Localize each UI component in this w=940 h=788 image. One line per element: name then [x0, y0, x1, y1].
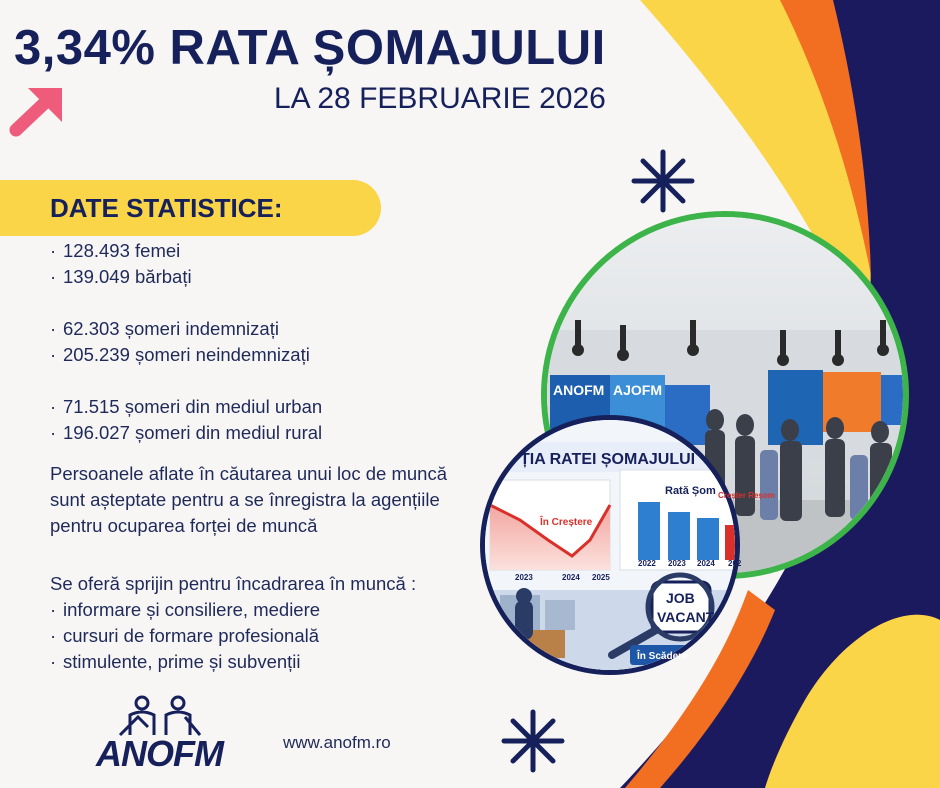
- headline-date: LA 28 FEBRUARIE 2026: [274, 82, 606, 115]
- anofm-logo-text: ANOFM: [96, 733, 224, 774]
- support-item: · informare și consiliere, mediere: [50, 599, 321, 620]
- paragraph-line: Persoanele aflate în căutarea unui loc d…: [50, 463, 447, 484]
- job-vacant-sign: [650, 580, 712, 634]
- stat-item: · 139.049 bărbați: [50, 266, 192, 287]
- support-list: · informare și consiliere, mediere · cursu…: [50, 597, 416, 675]
- bottom-orange-swoosh: [625, 590, 775, 788]
- stat-item: · 205.239 șomeri neindemnizați: [50, 344, 310, 365]
- paragraph-line: sunt așteptate pentru a se înregistra la…: [50, 489, 440, 510]
- stat-item: · 71.515 șomeri din mediul urban: [50, 396, 323, 417]
- website-link[interactable]: www.anofm.ro: [283, 733, 391, 752]
- section-pill: DATE STATISTICE:: [0, 180, 381, 236]
- navy-wave: [620, 0, 940, 788]
- stat-item: · 62.303 șomeri indemnizați: [50, 318, 279, 339]
- asterisk-bottom-icon: [501, 709, 565, 773]
- stat-item: · 128.493 femei: [50, 240, 181, 261]
- stats-list: · 128.493 femei · 139.049 bărbați · 62.303 …: [50, 238, 322, 446]
- bar-2024: [697, 518, 719, 560]
- anofm-logo-icon: [118, 695, 202, 737]
- magnifier-icon: [645, 572, 715, 642]
- support-lead: Se oferă sprijin pentru încadrarea în mu…: [50, 573, 417, 594]
- support-item: · cursuri de formare profesională: [50, 625, 320, 646]
- bottom-yellow-wave: [765, 614, 940, 788]
- bar-2025: [725, 525, 735, 560]
- support-section: Se oferă sprijin pentru încadrarea în mu…: [50, 571, 416, 675]
- stat-item: · 196.027 șomeri din mediul rural: [50, 422, 323, 443]
- support-item: · stimulente, prime și subvenții: [50, 651, 301, 672]
- registration-paragraph: Persoanele aflate în căutarea unui loc d…: [50, 461, 447, 539]
- paragraph-line: pentru ocuparea forței de muncă: [50, 515, 318, 536]
- section-heading: DATE STATISTICE:: [50, 193, 283, 223]
- headline-title: 3,34% RATA ȘOMAJULUI: [14, 21, 606, 75]
- bar-2022: [638, 502, 660, 560]
- bar-2023: [668, 512, 690, 560]
- arrow-up-right-icon: [9, 88, 62, 137]
- asterisk-top-icon: [631, 149, 695, 213]
